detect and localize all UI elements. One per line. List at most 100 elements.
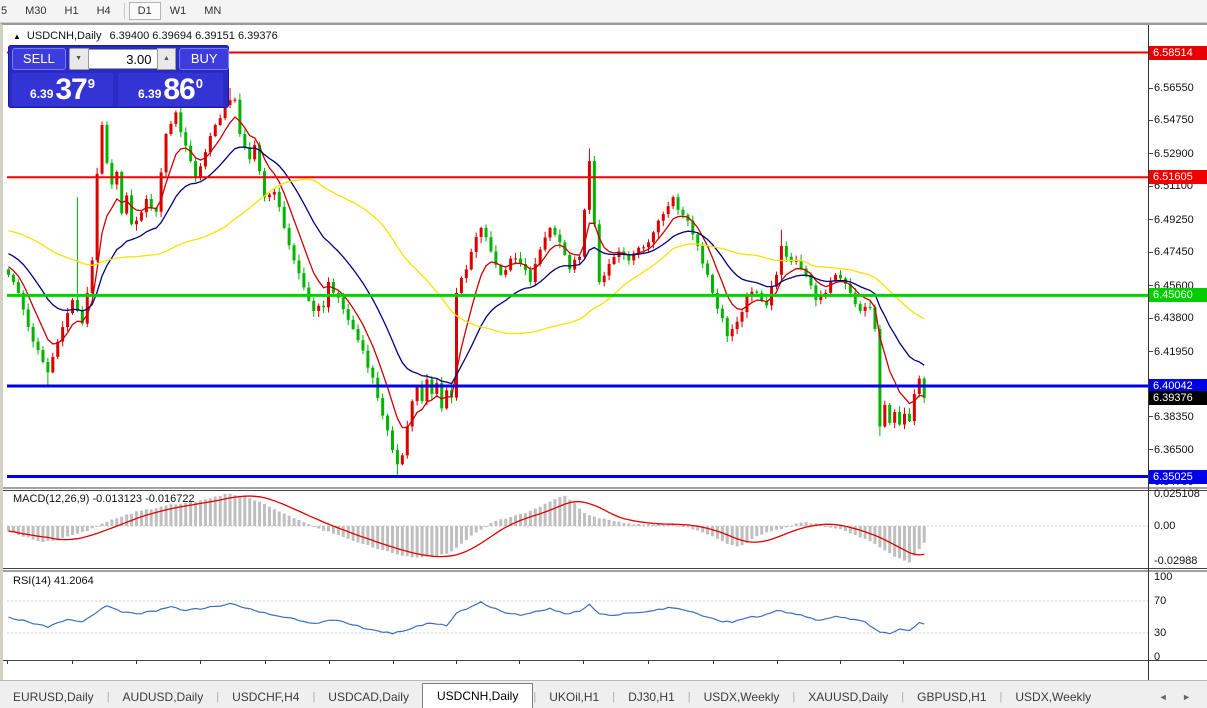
- price-badge-6.58514: 6.58514: [1149, 45, 1207, 60]
- tab-usdchf-h4[interactable]: USDCHF,H4: [232, 690, 300, 704]
- volume-decrease-button[interactable]: ▼: [68, 48, 89, 70]
- price-tick: [1149, 87, 1153, 89]
- tab-separator: |: [687, 691, 691, 703]
- candle: [863, 306, 867, 311]
- candle: [371, 367, 375, 378]
- volume-input[interactable]: [88, 49, 157, 69]
- candle: [41, 350, 45, 362]
- candle: [435, 383, 439, 394]
- candle: [218, 118, 222, 125]
- tab-eurusd-daily[interactable]: EURUSD,Daily: [13, 690, 94, 704]
- timeframe-button-mn[interactable]: MN: [204, 5, 222, 17]
- candle: [573, 259, 577, 270]
- candle: [71, 300, 75, 314]
- tab-xauusd-daily[interactable]: XAUUSD,Daily: [808, 690, 889, 704]
- candle: [888, 404, 892, 423]
- price-tick-label: 6.43800: [1154, 312, 1194, 325]
- candlestick-chart[interactable]: [3, 25, 1207, 682]
- candle: [95, 173, 99, 261]
- price-tick: [1149, 317, 1153, 319]
- collapse-icon[interactable]: ▲: [13, 32, 21, 41]
- timeframe-button-w1[interactable]: W1: [169, 5, 187, 17]
- chart-symbol-label: USDCNH,Daily: [26, 30, 102, 42]
- candle: [858, 304, 862, 311]
- macd-histogram: [7, 493, 926, 563]
- rsi-scale-label: 30: [1154, 627, 1167, 639]
- rsi-scale-label: 70: [1154, 595, 1167, 607]
- tab-separator: |: [612, 691, 616, 703]
- price-tick-label: 6.54750: [1154, 114, 1194, 127]
- candle: [903, 413, 907, 425]
- price-tick-label: 6.49250: [1154, 213, 1194, 226]
- tab-ukoil-h1[interactable]: UKOil,H1: [549, 690, 600, 704]
- candle: [651, 232, 655, 243]
- candle: [725, 318, 729, 337]
- candle: [159, 172, 163, 212]
- candle: [135, 220, 139, 225]
- chart-ohlc-header: ▲ USDCNH,Daily 6.39400 6.39694 6.39151 6.3…: [13, 30, 278, 42]
- candle: [907, 413, 911, 421]
- timeframe-button-h4[interactable]: H4: [96, 5, 111, 17]
- buy-button[interactable]: BUY: [179, 48, 230, 70]
- candle: [189, 145, 193, 162]
- tab-separator: |: [901, 691, 905, 703]
- candle: [612, 257, 616, 264]
- candle: [504, 270, 508, 275]
- candle: [46, 362, 50, 373]
- macd-scale-label: 0.00: [1154, 520, 1176, 532]
- tab-usdcnh-daily[interactable]: USDCNH,Daily: [421, 683, 534, 708]
- ohlc-values: 6.39400 6.39694 6.39151 6.39376: [109, 30, 278, 42]
- candle: [164, 134, 168, 173]
- candle: [912, 394, 916, 422]
- chart-window[interactable]: ▲ USDCNH,Daily 6.39400 6.39694 6.39151 6.3…: [0, 23, 1207, 704]
- tab-separator: |: [792, 691, 796, 703]
- sell-price-quote[interactable]: 6.39 37 9: [12, 73, 113, 106]
- candle: [597, 224, 601, 283]
- candle: [400, 455, 404, 465]
- sell-button[interactable]: SELL: [12, 48, 66, 70]
- tab-gbpusd-h1[interactable]: GBPUSD,H1: [917, 690, 987, 704]
- candle: [799, 260, 803, 269]
- tab-audusd-daily[interactable]: AUDUSD,Daily: [122, 690, 204, 704]
- candle: [607, 264, 611, 276]
- macd-scale-label: 0.025108: [1154, 488, 1200, 500]
- candle: [898, 412, 902, 425]
- buy-price-prefix: 6.39: [138, 87, 162, 101]
- candle: [199, 166, 203, 178]
- timeframe-button-h1[interactable]: H1: [64, 5, 79, 17]
- candle: [341, 297, 345, 310]
- tab-usdcad-daily[interactable]: USDCAD,Daily: [328, 690, 409, 704]
- candle: [21, 292, 25, 310]
- timeframe-button-m30[interactable]: M30: [25, 5, 47, 17]
- rsi-line: [8, 601, 925, 635]
- candle: [238, 99, 242, 134]
- candle: [671, 197, 675, 207]
- price-tick-label: 6.38350: [1154, 410, 1194, 423]
- sell-price-prefix: 6.39: [30, 87, 54, 101]
- tab-usdx-weekly[interactable]: USDX,Weekly: [1015, 690, 1092, 704]
- price-tick: [1149, 416, 1153, 418]
- candle: [568, 254, 572, 270]
- candle: [666, 206, 670, 215]
- tab-dj30-h1[interactable]: DJ30,H1: [628, 690, 675, 704]
- candle: [519, 258, 523, 264]
- price-badge-6.51605: 6.51605: [1149, 170, 1207, 185]
- candle: [110, 162, 114, 185]
- timeframe-button-d1[interactable]: D1: [128, 2, 161, 20]
- price-badge-6.35025: 6.35025: [1149, 469, 1207, 484]
- tab-usdx-weekly[interactable]: USDX,Weekly: [703, 690, 780, 704]
- buy-price-quote[interactable]: 6.39 86 0: [118, 73, 223, 106]
- candle: [514, 258, 518, 260]
- candle: [445, 390, 449, 409]
- candle: [90, 260, 94, 293]
- candle: [706, 263, 710, 275]
- candle: [130, 195, 134, 225]
- candle: [484, 227, 488, 238]
- candle: [105, 125, 109, 163]
- volume-increase-button[interactable]: ▲: [156, 48, 177, 70]
- tab-scroll-arrows[interactable]: ◄ ►: [1158, 692, 1197, 702]
- candle: [794, 260, 798, 262]
- timeframe-button-5[interactable]: 5: [1, 5, 8, 17]
- candle: [740, 312, 744, 322]
